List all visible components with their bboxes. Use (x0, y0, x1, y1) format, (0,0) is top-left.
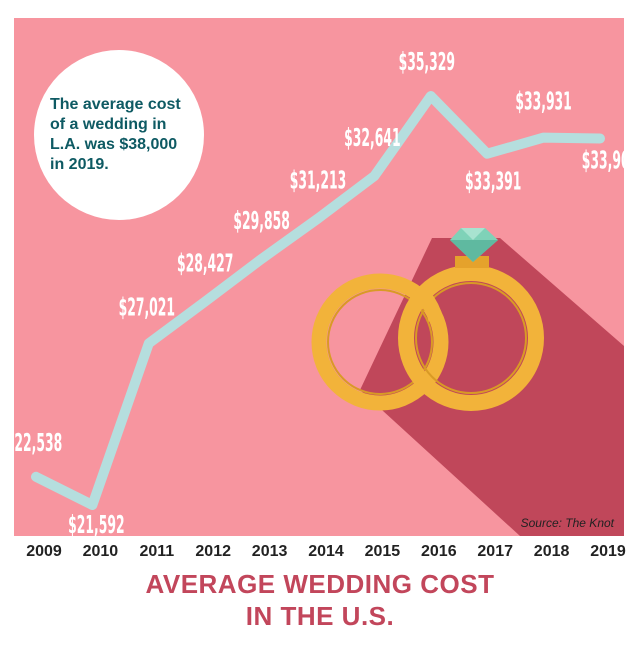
value-label: $29,858 (233, 206, 289, 235)
series-line (31, 91, 605, 510)
value-label: $21,592 (68, 510, 124, 539)
x-tick-label: 2010 (83, 543, 119, 560)
value-label: $33,900 (582, 146, 638, 175)
x-tick-label: 2019 (590, 543, 626, 560)
chart-title-line: AVERAGE WEDDING COST (145, 569, 495, 599)
chart-title-line: IN THE U.S. (245, 601, 395, 631)
x-tick-label: 2011 (139, 543, 174, 560)
x-tick-label: 2012 (195, 543, 231, 560)
wedding-rings-icon (311, 256, 544, 411)
callout-circle: The average cost of a wedding in L.A. wa… (34, 50, 204, 220)
callout-line: The average cost (50, 96, 181, 113)
callout-line: of a wedding in (50, 116, 167, 133)
value-label: $33,391 (465, 167, 521, 196)
chart-title: AVERAGE WEDDING COST IN THE U.S. (0, 568, 640, 632)
x-tick-label: 2016 (421, 543, 457, 560)
value-label: $32,641 (344, 123, 400, 152)
value-label: $27,021 (119, 293, 175, 322)
source-label: Source: The Knot (521, 516, 615, 530)
x-tick-label: 2013 (252, 543, 288, 560)
callout-text: The average cost of a wedding in L.A. wa… (50, 95, 188, 175)
x-tick-label: 2018 (534, 543, 570, 560)
x-tick-label: 2014 (308, 543, 344, 560)
callout-line: in 2019. (50, 156, 109, 173)
value-label: $35,329 (399, 47, 455, 76)
value-label: $22,538 (6, 428, 62, 457)
value-label: $28,427 (177, 249, 233, 278)
x-tick-label: 2015 (365, 543, 401, 560)
value-label: $31,213 (290, 166, 346, 195)
x-tick-label: 2017 (477, 543, 513, 560)
x-tick-label: 2009 (26, 543, 62, 560)
diamond-icon (450, 228, 498, 262)
value-label: $33,931 (515, 87, 571, 116)
callout-line: L.A. was $38,000 (50, 136, 178, 153)
